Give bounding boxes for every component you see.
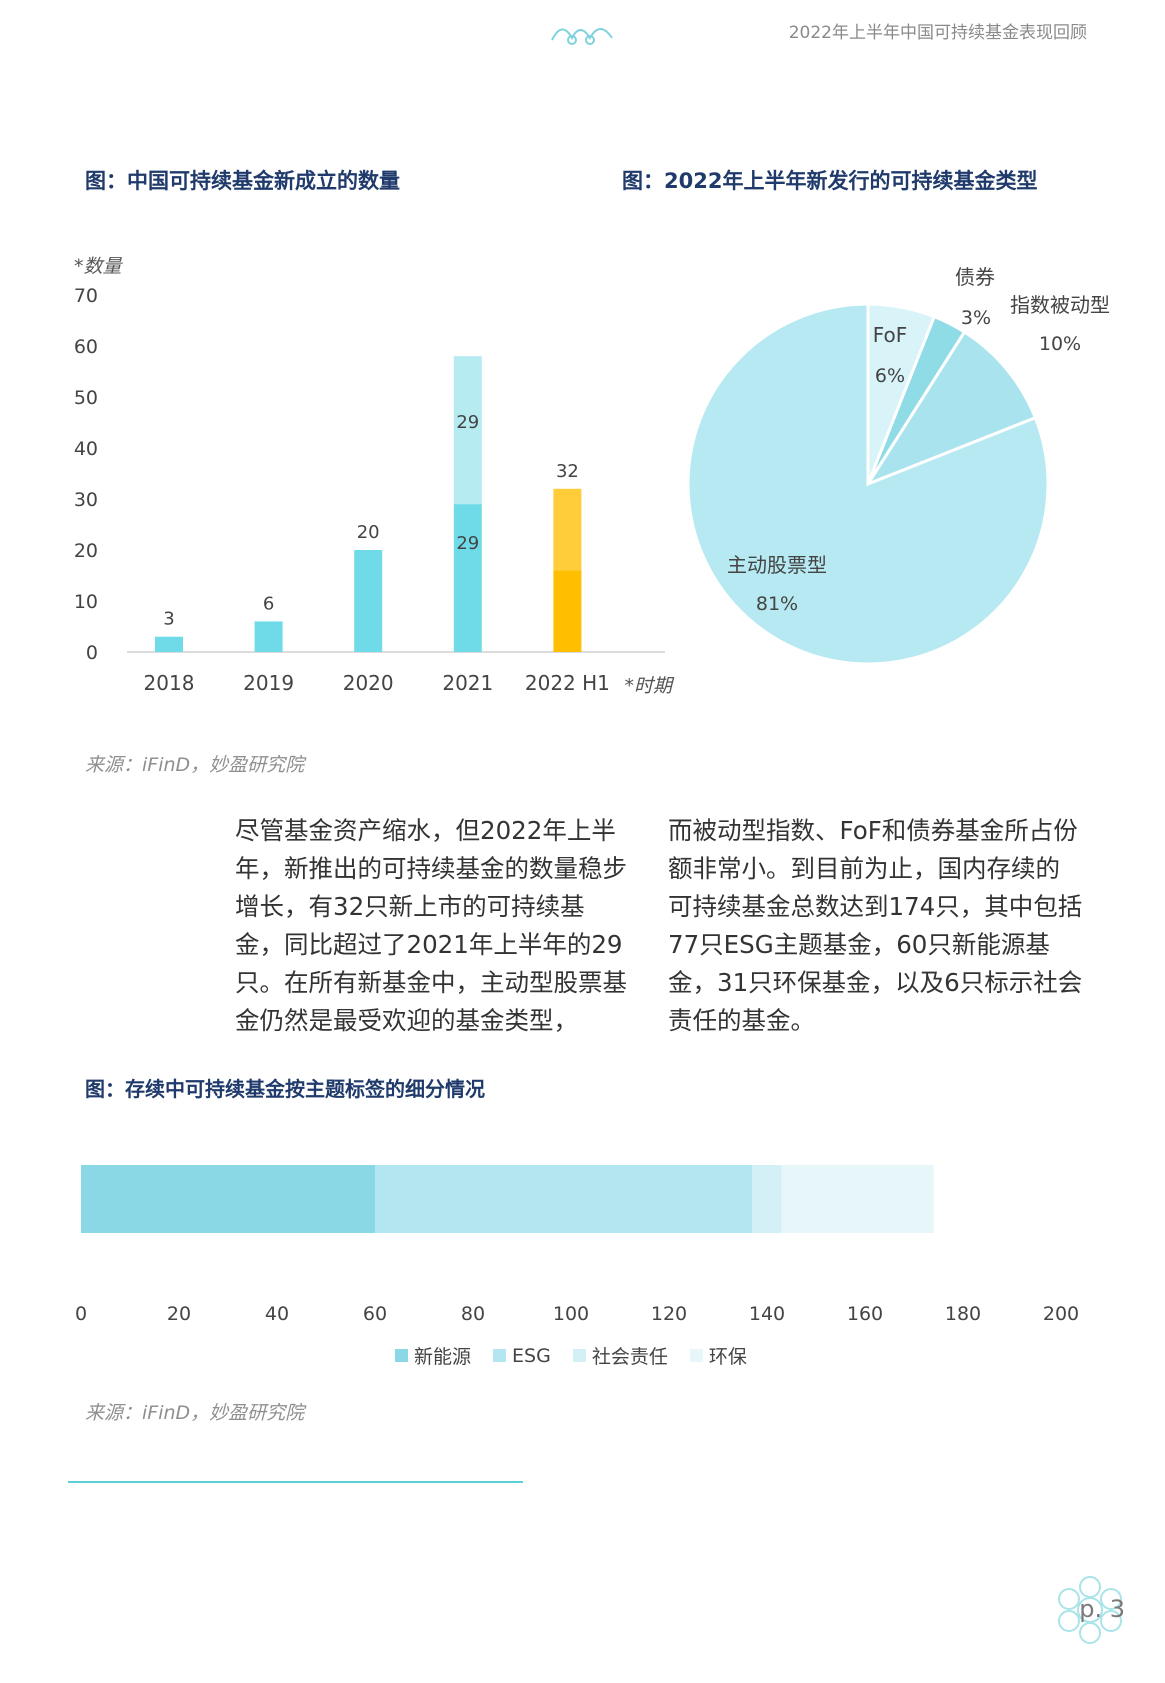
pie-label: 债券 [955, 265, 995, 289]
x-tick-label: 60 [363, 1303, 387, 1325]
y-tick-label: 30 [74, 489, 98, 511]
body-paragraph-right: 而被动型指数、FoF和债券基金所占份额非常小。到目前为止，国内存续的可持续基金总… [668, 816, 1083, 1035]
bar-data-label: 6 [263, 593, 274, 614]
x-axis-label: *时期 [624, 675, 675, 697]
body-paragraph-left: 尽管基金资产缩水，但2022年上半年，新推出的可持续基金的数量稳步增长，有32只… [235, 816, 627, 1035]
chart3-title: 图：存续中可持续基金按主题标签的细分情况 [85, 1077, 485, 1101]
stacked-segment-1 [375, 1165, 753, 1233]
chart3-legend: 新能源 ESG 社会责任 环保 [395, 1342, 747, 1369]
chart1-title: 图：中国可持续基金新成立的数量 [85, 169, 400, 193]
bar-2021-lower [453, 504, 482, 652]
bar-data-label: 32 [556, 461, 579, 482]
pie-slice-3 [686, 302, 1050, 666]
x-tick-label: 2021 [442, 671, 493, 695]
pie-pct-label: 6% [875, 365, 905, 387]
page-emblem-icon [1045, 1565, 1135, 1659]
stacked-segment-3 [781, 1165, 934, 1233]
bar-chart-new-funds: *数量0102030405060703201862019202020292920… [74, 256, 675, 697]
section-divider [68, 1481, 523, 1483]
source-note-2: 来源：iFinD，妙盈研究院 [85, 1402, 305, 1424]
stacked-bar-theme-breakdown: 0 20 40 60 80 100 120 140 160 180 200 [75, 1165, 1079, 1325]
legend-label: ESG [512, 1344, 551, 1367]
y-tick-label: 40 [74, 438, 98, 460]
x-tick-label: 40 [265, 1303, 289, 1325]
page-number: p. 3 [1079, 1595, 1125, 1623]
legend-label: 社会责任 [591, 1346, 668, 1368]
legend-swatch [395, 1349, 408, 1362]
x-tick-label: 2022 H1 [525, 671, 610, 695]
x-tick-label: 120 [651, 1303, 687, 1325]
pie-pct-label: 81% [756, 593, 798, 615]
pie-label: FoF [873, 323, 908, 347]
x-tick-label: 20 [167, 1303, 191, 1325]
y-tick-label: 20 [74, 540, 98, 562]
logo [550, 18, 620, 50]
y-axis-label: *数量 [74, 256, 124, 278]
bar-2018-lower [155, 636, 183, 652]
stacked-segment-2 [752, 1165, 782, 1233]
bar-data-label: 3 [163, 609, 174, 630]
report-title: 2022年上半年中国可持续基金表现回顾 [788, 23, 1087, 43]
legend-item: 新能源 [395, 1342, 471, 1369]
legend-item: 社会责任 [572, 1342, 668, 1369]
y-tick-label: 70 [74, 285, 98, 307]
x-tick-label: 0 [75, 1303, 87, 1325]
bar-2021-upper [453, 356, 482, 505]
pie-chart-fund-types: FoF 6% 债券 3% 指数被动型 10% 主动股票型 81% [686, 265, 1110, 666]
bar-inner-label: 29 [456, 412, 479, 433]
legend-item: 环保 [689, 1342, 747, 1369]
source-note-1: 来源：iFinD，妙盈研究院 [85, 754, 305, 776]
legend-item: ESG [493, 1342, 551, 1369]
x-tick-label: 2018 [144, 671, 195, 695]
x-tick-label: 2019 [243, 671, 294, 695]
y-tick-label: 60 [74, 336, 98, 358]
legend-label: 新能源 [414, 1346, 472, 1368]
x-tick-label: 140 [749, 1303, 785, 1325]
stacked-segment-0 [81, 1165, 375, 1233]
bar-data-label: 20 [357, 522, 380, 543]
pie-label: 主动股票型 [727, 553, 827, 577]
bar-2022 H1-lower [553, 570, 582, 652]
chart2-title: 图：2022年上半年新发行的可持续基金类型 [622, 169, 1038, 193]
legend-swatch [572, 1349, 586, 1362]
bar-2020-lower [354, 550, 383, 652]
pie-pct-label: 3% [961, 307, 991, 329]
y-tick-label: 0 [86, 642, 98, 664]
x-tick-label: 180 [945, 1303, 981, 1325]
bar-2022 H1-upper [553, 488, 582, 571]
x-tick-label: 80 [461, 1303, 485, 1325]
pie-pct-label: 10% [1039, 333, 1081, 355]
bar-inner-label: 29 [456, 533, 479, 554]
x-tick-label: 160 [847, 1303, 883, 1325]
x-tick-label: 200 [1043, 1303, 1079, 1325]
y-tick-label: 10 [74, 591, 98, 613]
legend-label: 环保 [708, 1346, 747, 1368]
pie-label: 指数被动型 [1010, 293, 1110, 317]
y-tick-label: 50 [74, 387, 98, 409]
bar-2019-lower [254, 621, 283, 652]
x-tick-label: 100 [553, 1303, 589, 1325]
x-tick-label: 2020 [343, 671, 394, 695]
legend-swatch [493, 1349, 507, 1362]
legend-swatch [689, 1349, 703, 1362]
pie-slice-2 [864, 329, 1038, 488]
